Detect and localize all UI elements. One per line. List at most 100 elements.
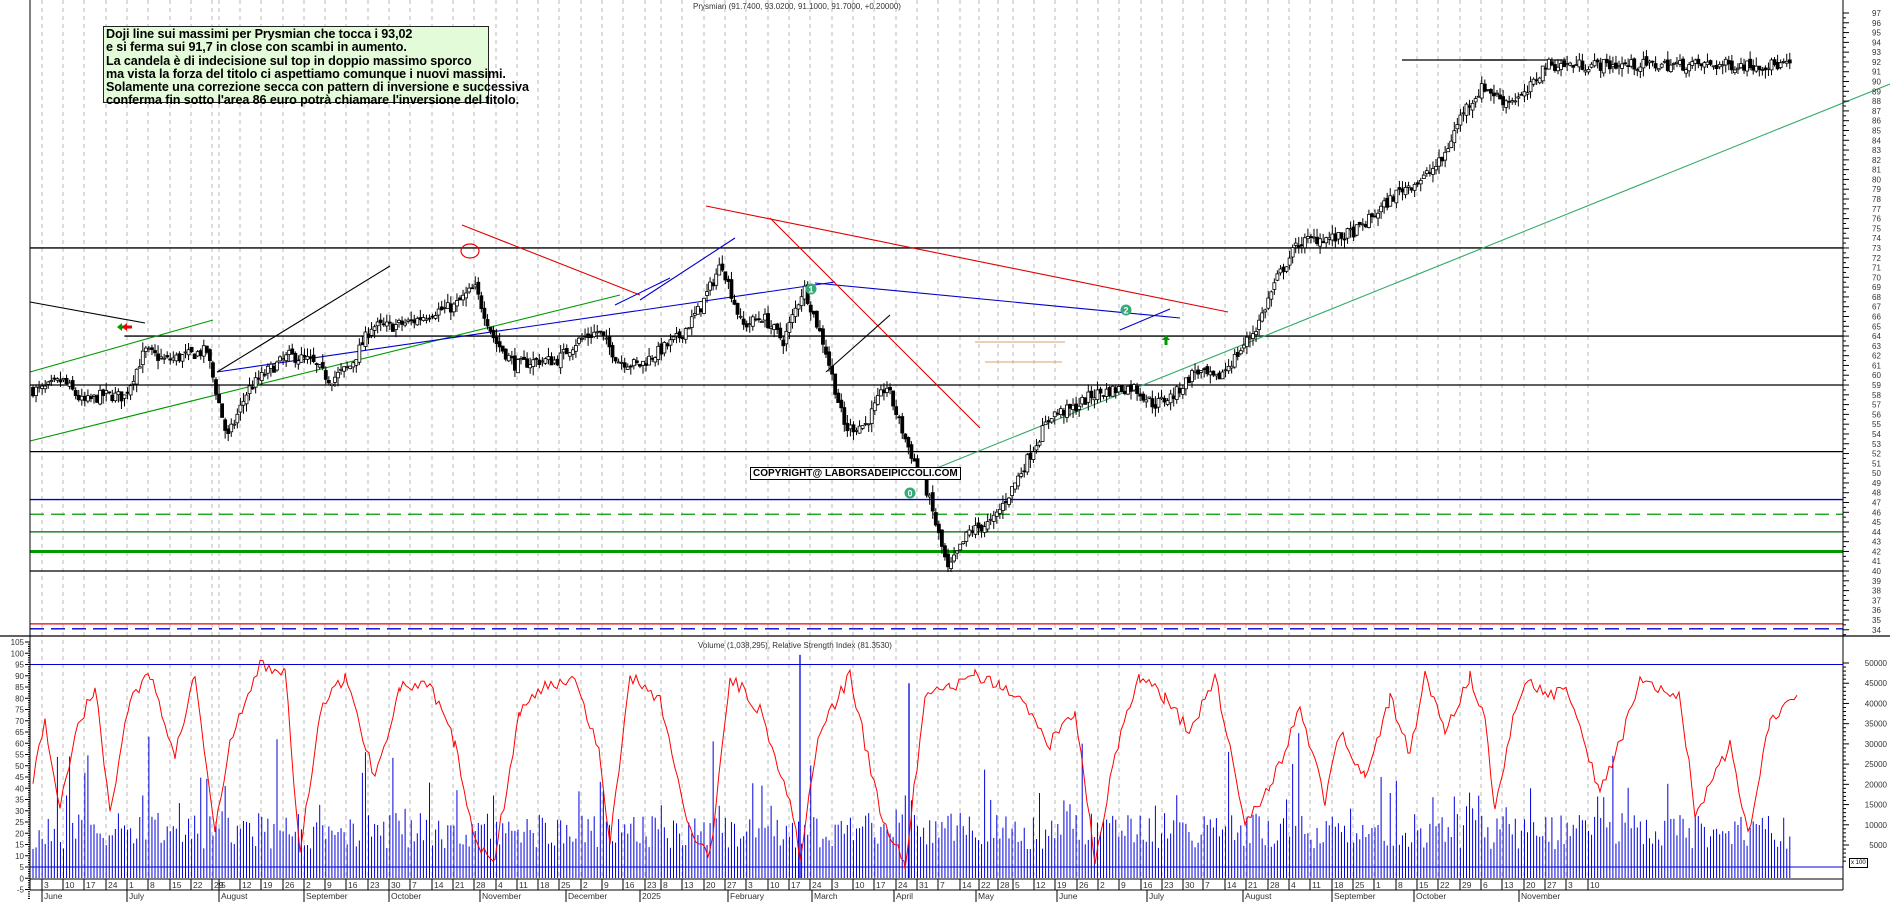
candle-body bbox=[659, 343, 664, 355]
candle-body bbox=[110, 394, 115, 402]
candle-body bbox=[1501, 96, 1505, 106]
candle-body bbox=[534, 358, 539, 360]
candle-body bbox=[445, 302, 450, 310]
candle-body bbox=[769, 326, 773, 329]
candle-body bbox=[574, 345, 578, 352]
y-tick-label: 80 bbox=[1872, 175, 1881, 184]
candle-body bbox=[903, 433, 908, 440]
candle-body bbox=[638, 363, 642, 367]
candle-body bbox=[342, 366, 347, 372]
candle-body bbox=[1110, 385, 1115, 397]
candle-body bbox=[1016, 475, 1021, 487]
x-tick-label: 26 bbox=[285, 880, 295, 890]
candle-body bbox=[1693, 59, 1698, 64]
x-tick-label: 18 bbox=[540, 880, 550, 890]
candle-body bbox=[259, 372, 264, 382]
candle-body bbox=[1251, 333, 1255, 339]
candle-body bbox=[500, 345, 505, 352]
candle-body bbox=[1467, 105, 1472, 108]
candle-body bbox=[137, 366, 142, 369]
x-tick-label: 24 bbox=[108, 880, 118, 890]
volume-tick-label: 40000 bbox=[1865, 699, 1888, 708]
candle-body bbox=[561, 349, 566, 353]
y-tick-label: 74 bbox=[1872, 234, 1881, 243]
candle-body bbox=[836, 392, 841, 403]
candle-body bbox=[833, 373, 838, 395]
candle-body bbox=[949, 561, 953, 569]
y-tick-label: 96 bbox=[1872, 19, 1881, 28]
candle-body bbox=[1421, 174, 1426, 179]
x-tick-label: 22 bbox=[1440, 880, 1450, 890]
candle-body bbox=[854, 430, 859, 432]
y-tick-label: 90 bbox=[1872, 78, 1881, 87]
candle-body bbox=[329, 383, 334, 387]
x-tick-label: 3 bbox=[44, 880, 49, 890]
candle-body bbox=[848, 424, 853, 430]
trend-line bbox=[216, 265, 391, 373]
candle-body bbox=[729, 279, 734, 299]
candle-body bbox=[1464, 103, 1469, 116]
trend-line bbox=[705, 205, 1229, 313]
candle-body bbox=[1537, 77, 1542, 84]
candle-body bbox=[82, 395, 87, 401]
x-tick-label: 19 bbox=[263, 880, 273, 890]
markers: 1 0 2 bbox=[117, 283, 1170, 499]
annotation-line: ma vista la forza del titolo ci aspettia… bbox=[106, 66, 506, 81]
candle-body bbox=[677, 331, 682, 339]
candle-body bbox=[613, 357, 618, 362]
candle-body bbox=[1452, 130, 1457, 144]
rsi-tick-label: 40 bbox=[15, 784, 24, 793]
candle-body bbox=[1406, 185, 1411, 188]
candle-body bbox=[888, 386, 892, 391]
candle-body bbox=[1513, 100, 1518, 103]
y-tick-label: 84 bbox=[1872, 136, 1881, 145]
candle-body bbox=[1717, 63, 1722, 68]
candle-body bbox=[1156, 398, 1161, 408]
candle-body bbox=[140, 350, 145, 366]
candle-body bbox=[1668, 64, 1673, 72]
candle-body bbox=[281, 358, 286, 361]
candle-body bbox=[1248, 337, 1252, 340]
candle-body bbox=[616, 361, 621, 364]
candle-body bbox=[1220, 371, 1225, 380]
candle-body bbox=[821, 328, 825, 345]
candle-body bbox=[1479, 83, 1484, 99]
rsi-tick-label: 105 bbox=[11, 638, 25, 647]
candle-body bbox=[1074, 403, 1078, 412]
candle-body bbox=[1510, 100, 1515, 103]
candle-body bbox=[897, 416, 902, 419]
candle-body bbox=[1010, 486, 1014, 496]
y-tick-label: 82 bbox=[1872, 156, 1881, 165]
candle-body bbox=[1528, 81, 1533, 93]
candle-body bbox=[95, 395, 99, 403]
y-tick-label: 38 bbox=[1872, 587, 1881, 596]
candle-body bbox=[1485, 89, 1490, 91]
candle-body bbox=[940, 529, 944, 547]
candle-body bbox=[195, 351, 200, 357]
candle-body bbox=[1556, 66, 1560, 72]
x-tick-label: 1 bbox=[129, 880, 134, 890]
x-tick-label: 2 bbox=[1100, 880, 1105, 890]
candle-body bbox=[1129, 384, 1133, 392]
candle-body bbox=[1266, 297, 1271, 309]
y-tick-label: 86 bbox=[1872, 117, 1881, 126]
y-tick-label: 79 bbox=[1872, 185, 1881, 194]
candle-body bbox=[360, 342, 365, 346]
x-tick-label: 3 bbox=[1568, 880, 1573, 890]
candle-body bbox=[244, 394, 249, 405]
annotation-line: e si ferma sui 91,7 in close con scambi … bbox=[106, 40, 407, 55]
y-tick-label: 43 bbox=[1872, 538, 1881, 547]
x-tick-label: 9 bbox=[604, 880, 609, 890]
y-tick-label: 52 bbox=[1872, 450, 1881, 459]
candle-body bbox=[1580, 60, 1585, 70]
candle-body bbox=[543, 358, 548, 364]
x-tick-label: 3 bbox=[748, 880, 753, 890]
x-tick-label: 11 bbox=[519, 880, 528, 890]
candle-body bbox=[1571, 65, 1576, 68]
volume-tick-label: 5000 bbox=[1869, 841, 1887, 850]
candle-body bbox=[936, 523, 941, 534]
candle-body bbox=[1498, 94, 1502, 100]
candle-body bbox=[1037, 441, 1042, 446]
y-tick-label: 75 bbox=[1872, 224, 1881, 233]
candle-body bbox=[134, 368, 139, 385]
